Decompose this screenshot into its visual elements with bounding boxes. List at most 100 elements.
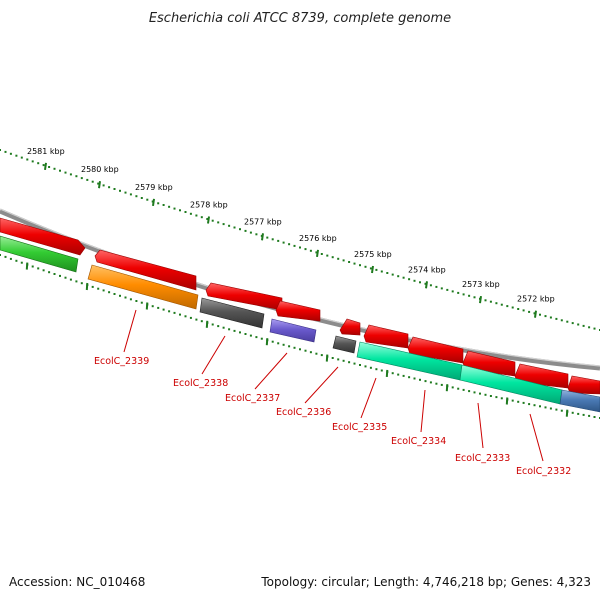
scale-dot	[549, 316, 552, 319]
inner-scale-dot	[577, 412, 580, 415]
inner-scale-dot	[522, 401, 525, 404]
scale-dot	[506, 305, 509, 308]
inner-scale-dot	[233, 329, 236, 332]
scale-dot	[320, 253, 323, 255]
gene-arrow[interactable]	[339, 318, 361, 336]
inner-scale-dot	[157, 306, 160, 309]
scale-dot	[539, 313, 541, 316]
inner-scale-dot	[119, 294, 121, 297]
scale-dot	[189, 212, 192, 215]
inner-scale-dot	[549, 407, 552, 410]
scale-dot	[135, 195, 138, 198]
scale-dot	[397, 275, 400, 278]
gene-label-group: EcolC_2339 EcolC_2338 EcolC_2337 EcolC_2336…	[94, 309, 571, 477]
gene-label[interactable]: EcolC_2336	[276, 407, 331, 418]
gene-label[interactable]: EcolC_2337	[225, 393, 280, 404]
gene-arrow[interactable]	[0, 217, 86, 256]
scale-major-tick	[479, 295, 482, 304]
gene-label[interactable]: EcolC_2332	[516, 466, 571, 477]
accession-text: Accession: NC_010468	[9, 575, 145, 589]
gene-label[interactable]: EcolC_2338	[173, 378, 228, 389]
scale-dot	[299, 246, 301, 249]
gene-arrow[interactable]	[363, 324, 409, 349]
scale-dot	[386, 272, 389, 274]
scale-dot	[342, 259, 345, 262]
scale-dot	[146, 198, 149, 201]
gene-block[interactable]	[87, 264, 199, 310]
inner-scale-dot	[593, 416, 596, 418]
scale-ruler: 2581 kbp 2580 kbp 2579 kbp 2578 kbp 2577 kbp…	[0, 147, 600, 331]
scale-major-tick	[261, 233, 264, 241]
gene-arrow[interactable]	[567, 375, 600, 395]
inner-scale-dot	[391, 372, 394, 375]
scale-dot	[533, 312, 536, 315]
inner-scale-dot	[489, 395, 492, 397]
scale-dot	[337, 257, 340, 260]
scale-tick-label: 2579 kbp	[135, 183, 173, 192]
inner-scale-dot	[528, 403, 531, 406]
scale-dot	[15, 154, 18, 157]
scale-dot	[528, 310, 531, 313]
scale-major-tick	[207, 216, 210, 224]
gene-arrow[interactable]	[275, 300, 321, 322]
scale-dot	[64, 171, 67, 174]
inner-scale-dot	[555, 408, 558, 411]
scale-dot	[326, 254, 329, 257]
inner-scale-dot	[320, 354, 323, 357]
scale-dot	[566, 320, 569, 323]
inner-scale-dot	[249, 334, 252, 337]
inner-scale-dot	[59, 274, 61, 277]
scale-tick-label: 2580 kbp	[81, 165, 119, 174]
inner-scale-dot	[369, 366, 372, 369]
scale-dot	[495, 302, 498, 305]
scale-tick-label: 2581 kbp	[27, 147, 65, 156]
scale-dot	[168, 205, 171, 208]
inner-scale-dot	[533, 404, 536, 407]
scale-dot	[80, 177, 83, 180]
gene-block[interactable]	[559, 389, 600, 413]
scale-dot	[129, 193, 132, 196]
scale-dot	[59, 169, 61, 172]
scale-dot	[124, 191, 127, 194]
scale-major-tick	[425, 281, 428, 289]
scale-dot	[271, 238, 274, 241]
scale-major-tick	[98, 181, 101, 189]
inner-scale-dot	[228, 328, 231, 331]
inner-scale-dot	[102, 289, 105, 292]
inner-scale-dot	[255, 336, 258, 339]
scale-dot	[91, 180, 94, 183]
inner-scale-dot	[479, 392, 481, 395]
scale-dot	[4, 150, 7, 153]
scale-dot	[588, 326, 591, 329]
inner-scale-dot	[309, 351, 312, 354]
gene-block[interactable]	[199, 297, 265, 329]
scale-dot	[140, 197, 143, 199]
inner-scale-dot	[304, 349, 307, 352]
scale-dot	[359, 264, 361, 267]
inner-scale-dot	[244, 333, 247, 335]
inner-scale-dot	[80, 282, 83, 285]
inner-scale-dot	[75, 280, 78, 283]
scale-dot	[222, 223, 225, 226]
inner-scale-tick	[385, 369, 389, 377]
inner-scale-dot	[222, 326, 225, 329]
gene-block[interactable]	[269, 318, 317, 343]
scale-dot	[593, 327, 596, 330]
gene-label[interactable]: EcolC_2333	[455, 453, 510, 464]
inner-scale-ruler	[0, 254, 600, 419]
scale-dot	[288, 243, 291, 246]
inner-scale-dot	[348, 361, 351, 364]
gene-label[interactable]: EcolC_2339	[94, 356, 149, 367]
scale-dot	[309, 249, 312, 252]
gene-label[interactable]: EcolC_2334	[391, 436, 446, 447]
inner-scale-dot	[440, 383, 443, 386]
gene-arrow[interactable]	[94, 249, 197, 291]
gene-label[interactable]: EcolC_2335	[332, 422, 387, 433]
gene-block[interactable]	[0, 235, 79, 273]
inner-scale-dot	[413, 377, 416, 380]
scale-dot	[102, 184, 105, 187]
scale-tick-label: 2577 kbp	[244, 217, 282, 226]
gene-block[interactable]	[332, 335, 357, 354]
inner-scale-tick	[325, 354, 329, 362]
